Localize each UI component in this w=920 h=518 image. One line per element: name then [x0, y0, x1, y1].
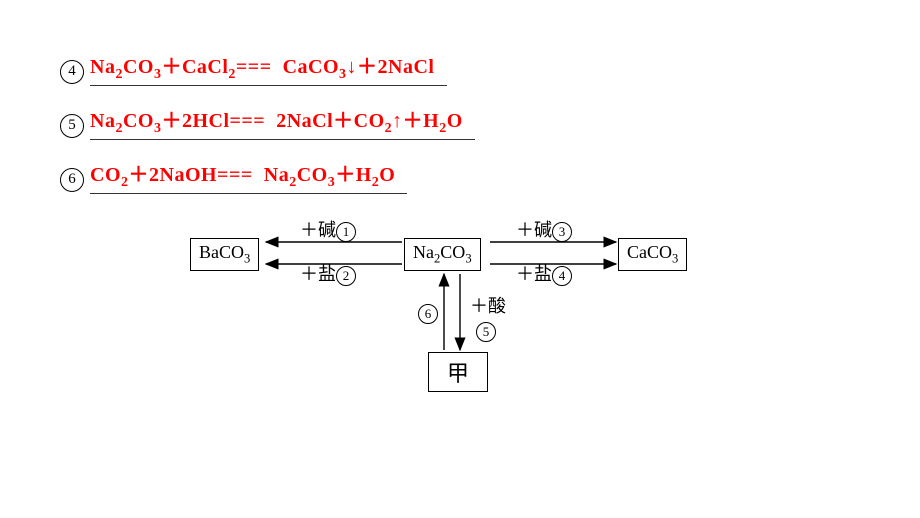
- diagram-label-c5: 5: [476, 320, 496, 342]
- diagram-node-bottom: 甲: [428, 352, 488, 392]
- equation-number-badge: 5: [60, 114, 84, 138]
- circled-number: 2: [336, 266, 356, 286]
- diagram-label-t5: ＋酸: [470, 292, 506, 318]
- equation-line: 5 Na2CO3＋2HCl=== 2NaCl＋CO2↑＋H2O: [60, 104, 860, 140]
- equation-formula: Na2CO3＋2HCl=== 2NaCl＋CO2↑＋H2O: [90, 104, 475, 140]
- circled-number: 1: [336, 222, 356, 242]
- equation-number-badge: 6: [60, 168, 84, 192]
- label-text: ＋盐: [300, 264, 336, 284]
- circled-number: 5: [476, 322, 496, 342]
- label-text: ＋碱: [300, 220, 336, 240]
- reaction-diagram: BaCO3Na2CO3CaCO3甲 ＋碱1＋盐2＋碱3＋盐4＋酸56: [180, 212, 740, 412]
- equation-formula: Na2CO3＋CaCl2=== CaCO3↓＋2NaCl: [90, 50, 447, 86]
- circled-number: 6: [418, 304, 438, 324]
- diagram-node-left: BaCO3: [190, 238, 259, 271]
- diagram-node-right: CaCO3: [618, 238, 687, 271]
- equation-line: 6 CO2＋2NaOH=== Na2CO3＋H2O: [60, 158, 860, 194]
- equation-line: 4 Na2CO3＋CaCl2=== CaCO3↓＋2NaCl: [60, 50, 860, 86]
- circled-number: 3: [552, 222, 572, 242]
- diagram-label-t4: ＋盐4: [516, 260, 572, 286]
- label-text: ＋酸: [470, 296, 506, 316]
- circled-number: 4: [552, 266, 572, 286]
- equation-formula: CO2＋2NaOH=== Na2CO3＋H2O: [90, 158, 407, 194]
- equations-list: 4 Na2CO3＋CaCl2=== CaCO3↓＋2NaCl 5 Na2CO3＋…: [60, 50, 860, 194]
- diagram-label-t3: ＋碱3: [516, 216, 572, 242]
- diagram-node-center: Na2CO3: [404, 238, 481, 271]
- diagram-label-c6: 6: [418, 302, 438, 324]
- diagram-label-t2: ＋盐2: [300, 260, 356, 286]
- label-text: ＋碱: [516, 220, 552, 240]
- label-text: ＋盐: [516, 264, 552, 284]
- equation-number-badge: 4: [60, 60, 84, 84]
- diagram-label-t1: ＋碱1: [300, 216, 356, 242]
